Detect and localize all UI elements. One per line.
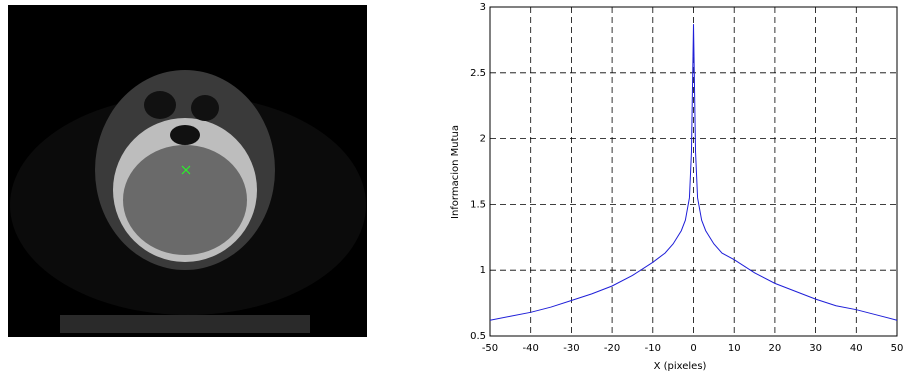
x-tick-label: -40	[523, 343, 539, 354]
y-tick-label: 3	[480, 2, 486, 13]
page: X (pixeles) Informacion Mutua 0.5 1 1.5 2 2.…	[0, 0, 904, 378]
x-tick-label: 10	[728, 343, 741, 354]
x-tick-label: -30	[563, 343, 579, 354]
sinus	[170, 125, 200, 145]
y-tick-label: 0.5	[470, 331, 486, 342]
x-tick-label: -50	[482, 343, 498, 354]
sinus	[144, 91, 176, 119]
x-tick-label: 0	[690, 343, 696, 354]
y-tick-label: 2	[480, 134, 486, 145]
chart: X (pixeles) Informacion Mutua 0.5 1 1.5 2 2.…	[450, 2, 903, 372]
y-axis-label: Informacion Mutua	[450, 125, 461, 219]
x-tick-label: 40	[850, 343, 863, 354]
x-tick-label: -10	[645, 343, 661, 354]
brain	[123, 145, 247, 255]
x-axis-label: X (pixeles)	[654, 361, 707, 372]
x-tick-label: 50	[891, 343, 904, 354]
sinus	[191, 95, 219, 121]
y-tick-label: 1	[480, 265, 486, 276]
x-tick-label: 30	[809, 343, 822, 354]
table	[60, 315, 310, 333]
x-tick-label: 20	[769, 343, 782, 354]
ct-image	[8, 5, 367, 337]
y-tick-label: 1.5	[470, 199, 486, 210]
y-tick-label: 2.5	[470, 68, 486, 79]
x-tick-label: -20	[604, 343, 620, 354]
